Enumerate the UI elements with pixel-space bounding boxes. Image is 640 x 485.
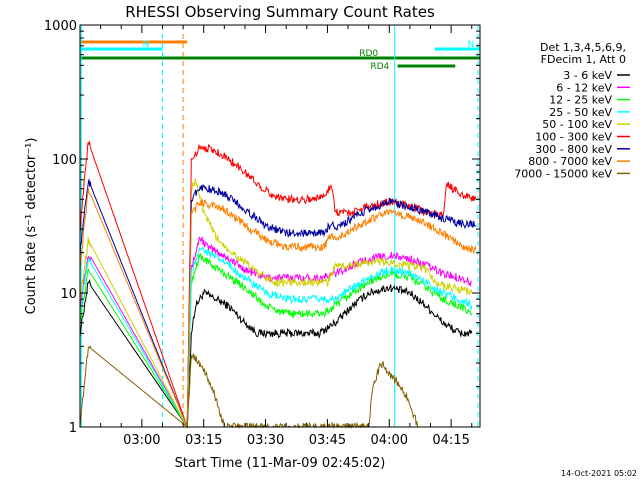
legend-entry-label: 50 - 100 keV bbox=[542, 118, 612, 131]
flag-label: RD0 bbox=[359, 49, 378, 59]
x-tick-label: 03:30 bbox=[247, 433, 284, 448]
legend-entry-label: 100 - 300 keV bbox=[535, 131, 612, 144]
legend-entry-label: 300 - 800 keV bbox=[535, 143, 612, 156]
plot-frame bbox=[79, 24, 481, 428]
x-tick-label: 03:00 bbox=[123, 433, 160, 448]
x-tick-label: 04:15 bbox=[432, 433, 469, 448]
y-axis: 1 10 100 1000 bbox=[44, 19, 480, 436]
series-line bbox=[79, 253, 473, 429]
y-axis-label: Count Rate (s⁻¹ detector⁻¹) bbox=[24, 138, 39, 315]
legend-entry-label: 800 - 7000 keV bbox=[528, 155, 612, 168]
x-tick-label: 03:15 bbox=[185, 433, 222, 448]
y-tick-label: 1 bbox=[69, 421, 77, 436]
series-line bbox=[79, 178, 473, 429]
y-tick-label: 1000 bbox=[44, 19, 77, 34]
flag-label: N bbox=[143, 40, 150, 50]
x-tick-label: 03:45 bbox=[309, 433, 346, 448]
legend-entry-label: 25 - 50 keV bbox=[549, 106, 612, 119]
legend-entry-label: 3 - 6 keV bbox=[563, 69, 612, 82]
legend-entry-label: 7000 - 15000 keV bbox=[514, 167, 612, 180]
series-line bbox=[79, 179, 477, 428]
chart-title: RHESSI Observing Summary Count Rates bbox=[125, 3, 435, 21]
series-line bbox=[79, 278, 473, 429]
series-line bbox=[79, 140, 477, 428]
series-line bbox=[79, 187, 477, 428]
series-group bbox=[79, 140, 477, 429]
x-axis-label: Start Time (11-Mar-09 02:45:02) bbox=[175, 456, 386, 471]
vertical-markers bbox=[80, 25, 479, 427]
series-line bbox=[79, 245, 473, 429]
legend-entry-label: 6 - 12 keV bbox=[556, 81, 612, 94]
date-stamp: 14-Oct-2021 05:02 bbox=[561, 469, 637, 478]
y-tick-label: 10 bbox=[60, 287, 77, 302]
x-axis: 03:00 03:15 03:30 03:45 04:00 04:15 bbox=[79, 25, 473, 448]
legend-entry-label: 12 - 25 keV bbox=[549, 94, 612, 107]
flag-label: N bbox=[468, 40, 475, 50]
x-tick-label: 04:00 bbox=[371, 433, 408, 448]
legend-header: FDecim 1, Att 0 bbox=[541, 53, 626, 66]
flag-bars: N N RD0 RD4 bbox=[80, 40, 480, 72]
legend: Det 1,3,4,5,6,9,FDecim 1, Att 0 3 - 6 keV… bbox=[514, 41, 630, 180]
series-line bbox=[79, 345, 419, 429]
flag-label: RD4 bbox=[370, 62, 389, 72]
legend-header: Det 1,3,4,5,6,9, bbox=[540, 41, 626, 54]
y-tick-label: 100 bbox=[52, 153, 77, 168]
series-line bbox=[79, 236, 473, 429]
